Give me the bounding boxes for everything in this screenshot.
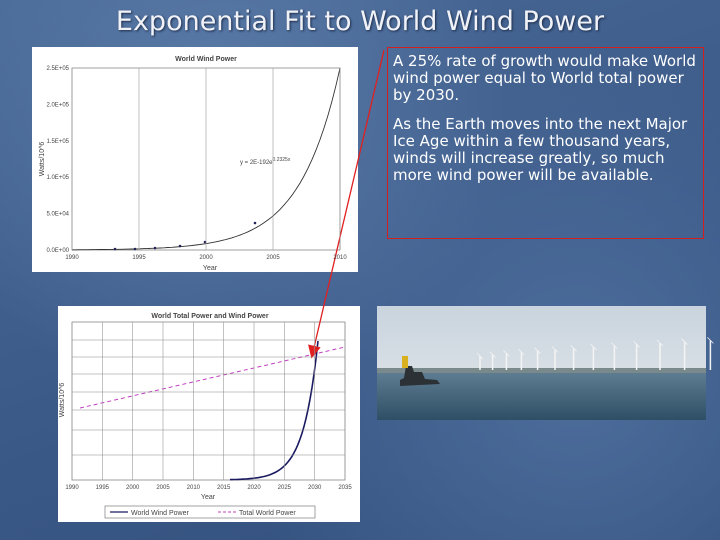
y-tick-label: 2.0E+05	[46, 102, 69, 108]
x-tick-label: 1990	[65, 255, 79, 261]
y-label: Watts/10^6	[59, 383, 66, 418]
legend-label: World Wind Power	[131, 510, 190, 517]
turbine	[518, 348, 525, 356]
legend-label: Total World Power	[239, 510, 296, 517]
x-tick-label: 2035	[338, 485, 352, 491]
x-tick-label: 1995	[132, 255, 146, 261]
x-tick-label: 2000	[126, 485, 140, 491]
turbine	[656, 339, 664, 347]
turbine	[611, 342, 618, 349]
equation-exponent: 0.2325x	[273, 157, 291, 163]
x-tick-label: 2005	[266, 255, 280, 261]
equation-text: y = 2E-192e	[240, 160, 273, 166]
x-tick-label: 2025	[278, 485, 292, 491]
data-points	[113, 221, 257, 251]
x-tick-label: 2030	[308, 485, 322, 491]
paragraph: A 25% rate of growth would make World wi…	[393, 52, 696, 104]
turbine	[489, 351, 496, 358]
x-label: Year	[201, 494, 216, 501]
x-label: Year	[203, 265, 218, 272]
turbine	[570, 344, 577, 352]
turbine	[476, 352, 484, 360]
text-box: A 25% rate of growth would make World wi…	[387, 47, 704, 239]
turbine	[551, 346, 559, 353]
x-tick-label: 1995	[96, 485, 110, 491]
turbine	[503, 350, 510, 357]
x-tick-label: 2015	[217, 485, 231, 491]
chart-title: World Wind Power	[175, 56, 237, 63]
legend	[104, 505, 316, 519]
turbine	[633, 341, 640, 348]
x-tick-label: 2005	[156, 485, 170, 491]
photo	[377, 306, 714, 420]
slide-title: Exponential Fit to World Wind Power	[115, 6, 605, 37]
x-tick-label: 1990	[65, 485, 79, 491]
x-tick-label: 2020	[247, 485, 261, 491]
x-tick-label: 2010	[333, 255, 347, 261]
x-tick-label: 2000	[199, 255, 213, 261]
turbine	[707, 337, 714, 344]
turbine	[534, 347, 541, 355]
y-tick-label: 5.0E+04	[46, 212, 69, 218]
y-tick-label: 0.0E+00	[46, 248, 69, 254]
turbine	[681, 338, 688, 345]
chart-image	[32, 47, 358, 272]
y-tick-label: 2.5E+05	[46, 66, 69, 72]
turbine	[590, 343, 597, 351]
equation: y = 2E-192e0.2325x	[240, 157, 291, 166]
y-tick-label: 1.0E+05	[46, 175, 69, 181]
wind-power-curve	[230, 340, 319, 481]
chart-title: World Total Power and Wind Power	[151, 313, 268, 320]
y-tick-label: 1.5E+05	[46, 139, 69, 145]
chart-image	[58, 306, 360, 522]
x-tick-label: 2010	[187, 485, 201, 491]
paragraph: As the Earth moves into the next Major I…	[393, 115, 688, 184]
arrow	[308, 49, 385, 359]
y-label: Watts/10^6	[39, 142, 46, 177]
